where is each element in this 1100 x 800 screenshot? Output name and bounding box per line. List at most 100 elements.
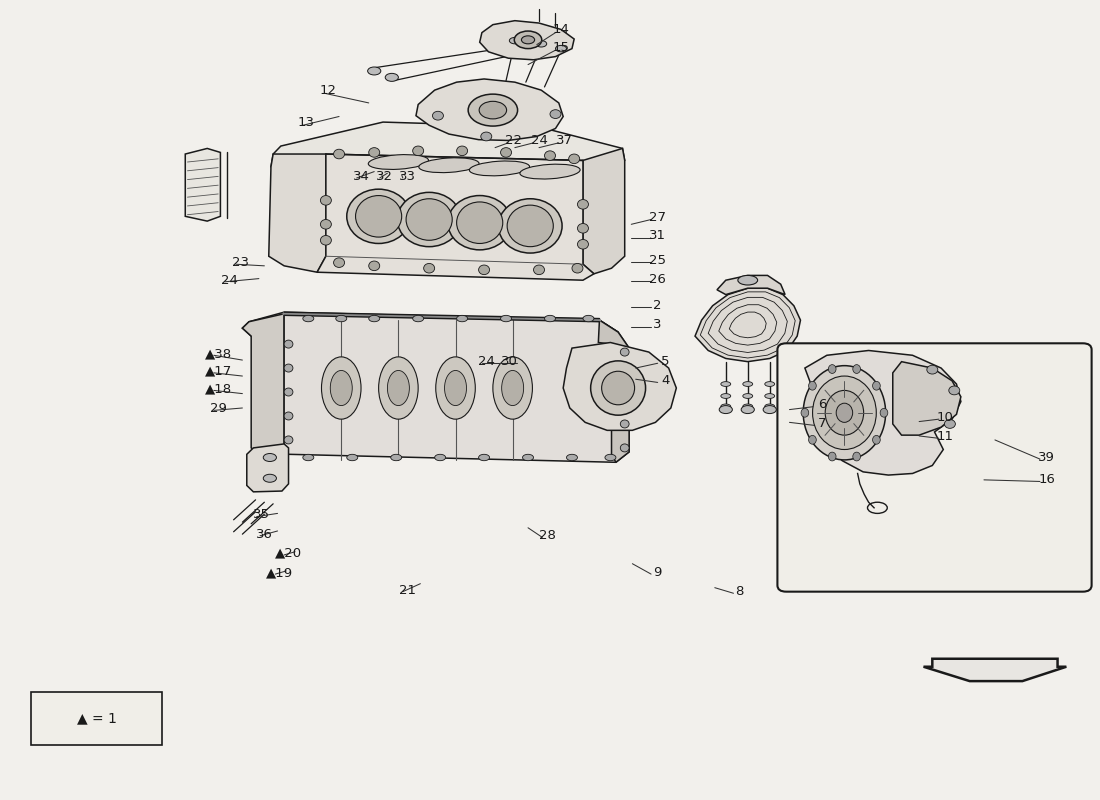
Ellipse shape [387, 370, 409, 406]
Ellipse shape [927, 366, 938, 374]
Polygon shape [893, 362, 961, 435]
Ellipse shape [320, 195, 331, 205]
Ellipse shape [583, 315, 594, 322]
Text: 10: 10 [937, 411, 954, 424]
Ellipse shape [522, 454, 534, 461]
Ellipse shape [922, 430, 935, 438]
Text: ▲18: ▲18 [205, 382, 232, 395]
Ellipse shape [825, 390, 864, 435]
Polygon shape [924, 658, 1066, 681]
Ellipse shape [872, 382, 880, 390]
Ellipse shape [263, 474, 276, 482]
Text: 11: 11 [937, 430, 954, 443]
Text: ▲17: ▲17 [205, 365, 232, 378]
Ellipse shape [456, 146, 468, 156]
Ellipse shape [385, 74, 398, 82]
Ellipse shape [945, 419, 956, 428]
Ellipse shape [569, 154, 580, 164]
Ellipse shape [481, 132, 492, 141]
Polygon shape [284, 314, 629, 462]
Ellipse shape [566, 454, 578, 461]
Ellipse shape [284, 364, 293, 372]
Ellipse shape [813, 376, 877, 450]
Ellipse shape [556, 46, 566, 52]
Ellipse shape [412, 315, 424, 322]
Text: 27: 27 [649, 211, 667, 225]
Ellipse shape [742, 404, 752, 409]
Text: 36: 36 [256, 528, 273, 541]
Ellipse shape [493, 357, 532, 419]
Polygon shape [583, 149, 625, 274]
Ellipse shape [515, 31, 542, 49]
Ellipse shape [544, 151, 556, 161]
Polygon shape [480, 21, 574, 60]
Text: 8: 8 [735, 585, 744, 598]
Ellipse shape [578, 199, 588, 209]
Ellipse shape [544, 315, 556, 322]
FancyBboxPatch shape [778, 343, 1091, 592]
Ellipse shape [456, 202, 503, 243]
Text: 25: 25 [649, 254, 667, 266]
Ellipse shape [284, 388, 293, 396]
Ellipse shape [803, 366, 886, 460]
Ellipse shape [500, 315, 512, 322]
Ellipse shape [720, 394, 730, 398]
Polygon shape [246, 444, 288, 492]
Text: 28: 28 [539, 530, 557, 542]
Ellipse shape [828, 452, 836, 461]
Text: 31: 31 [649, 229, 667, 242]
Ellipse shape [620, 420, 629, 428]
Ellipse shape [720, 382, 730, 386]
Ellipse shape [801, 408, 808, 417]
Ellipse shape [368, 148, 379, 158]
Ellipse shape [591, 361, 646, 415]
Text: 6: 6 [818, 398, 826, 411]
Ellipse shape [507, 205, 553, 246]
Ellipse shape [764, 394, 774, 398]
Ellipse shape [333, 150, 344, 159]
Ellipse shape [520, 164, 580, 179]
Text: 34: 34 [353, 170, 370, 183]
Ellipse shape [602, 371, 635, 405]
Polygon shape [242, 312, 618, 342]
Ellipse shape [502, 370, 524, 406]
FancyBboxPatch shape [32, 692, 162, 745]
Text: 23: 23 [232, 256, 249, 269]
Ellipse shape [284, 436, 293, 444]
Ellipse shape [434, 454, 446, 461]
Text: 26: 26 [649, 273, 667, 286]
Ellipse shape [470, 161, 529, 176]
Text: 37: 37 [556, 134, 573, 147]
Ellipse shape [550, 110, 561, 118]
Ellipse shape [263, 454, 276, 462]
Text: 29: 29 [210, 402, 227, 415]
Polygon shape [416, 79, 563, 141]
Ellipse shape [852, 452, 860, 461]
Ellipse shape [578, 223, 588, 233]
Ellipse shape [284, 412, 293, 420]
Text: 3: 3 [653, 318, 662, 331]
Text: 21: 21 [398, 583, 416, 597]
Ellipse shape [368, 261, 379, 270]
Polygon shape [695, 288, 801, 362]
Ellipse shape [397, 192, 461, 246]
Text: 13: 13 [298, 116, 315, 130]
Ellipse shape [763, 406, 777, 414]
Text: 24: 24 [477, 355, 495, 368]
Text: 24: 24 [530, 134, 548, 147]
Ellipse shape [448, 195, 512, 250]
Text: 14: 14 [552, 23, 570, 36]
Polygon shape [271, 122, 625, 190]
Polygon shape [717, 275, 785, 294]
Ellipse shape [368, 315, 379, 322]
Ellipse shape [346, 189, 410, 243]
Text: 22: 22 [505, 134, 522, 147]
Text: ▲20: ▲20 [275, 547, 302, 560]
Polygon shape [268, 154, 326, 272]
Ellipse shape [320, 235, 331, 245]
Ellipse shape [578, 239, 588, 249]
Ellipse shape [738, 275, 758, 285]
Text: 30: 30 [500, 355, 518, 368]
Ellipse shape [572, 263, 583, 273]
Ellipse shape [406, 198, 452, 240]
